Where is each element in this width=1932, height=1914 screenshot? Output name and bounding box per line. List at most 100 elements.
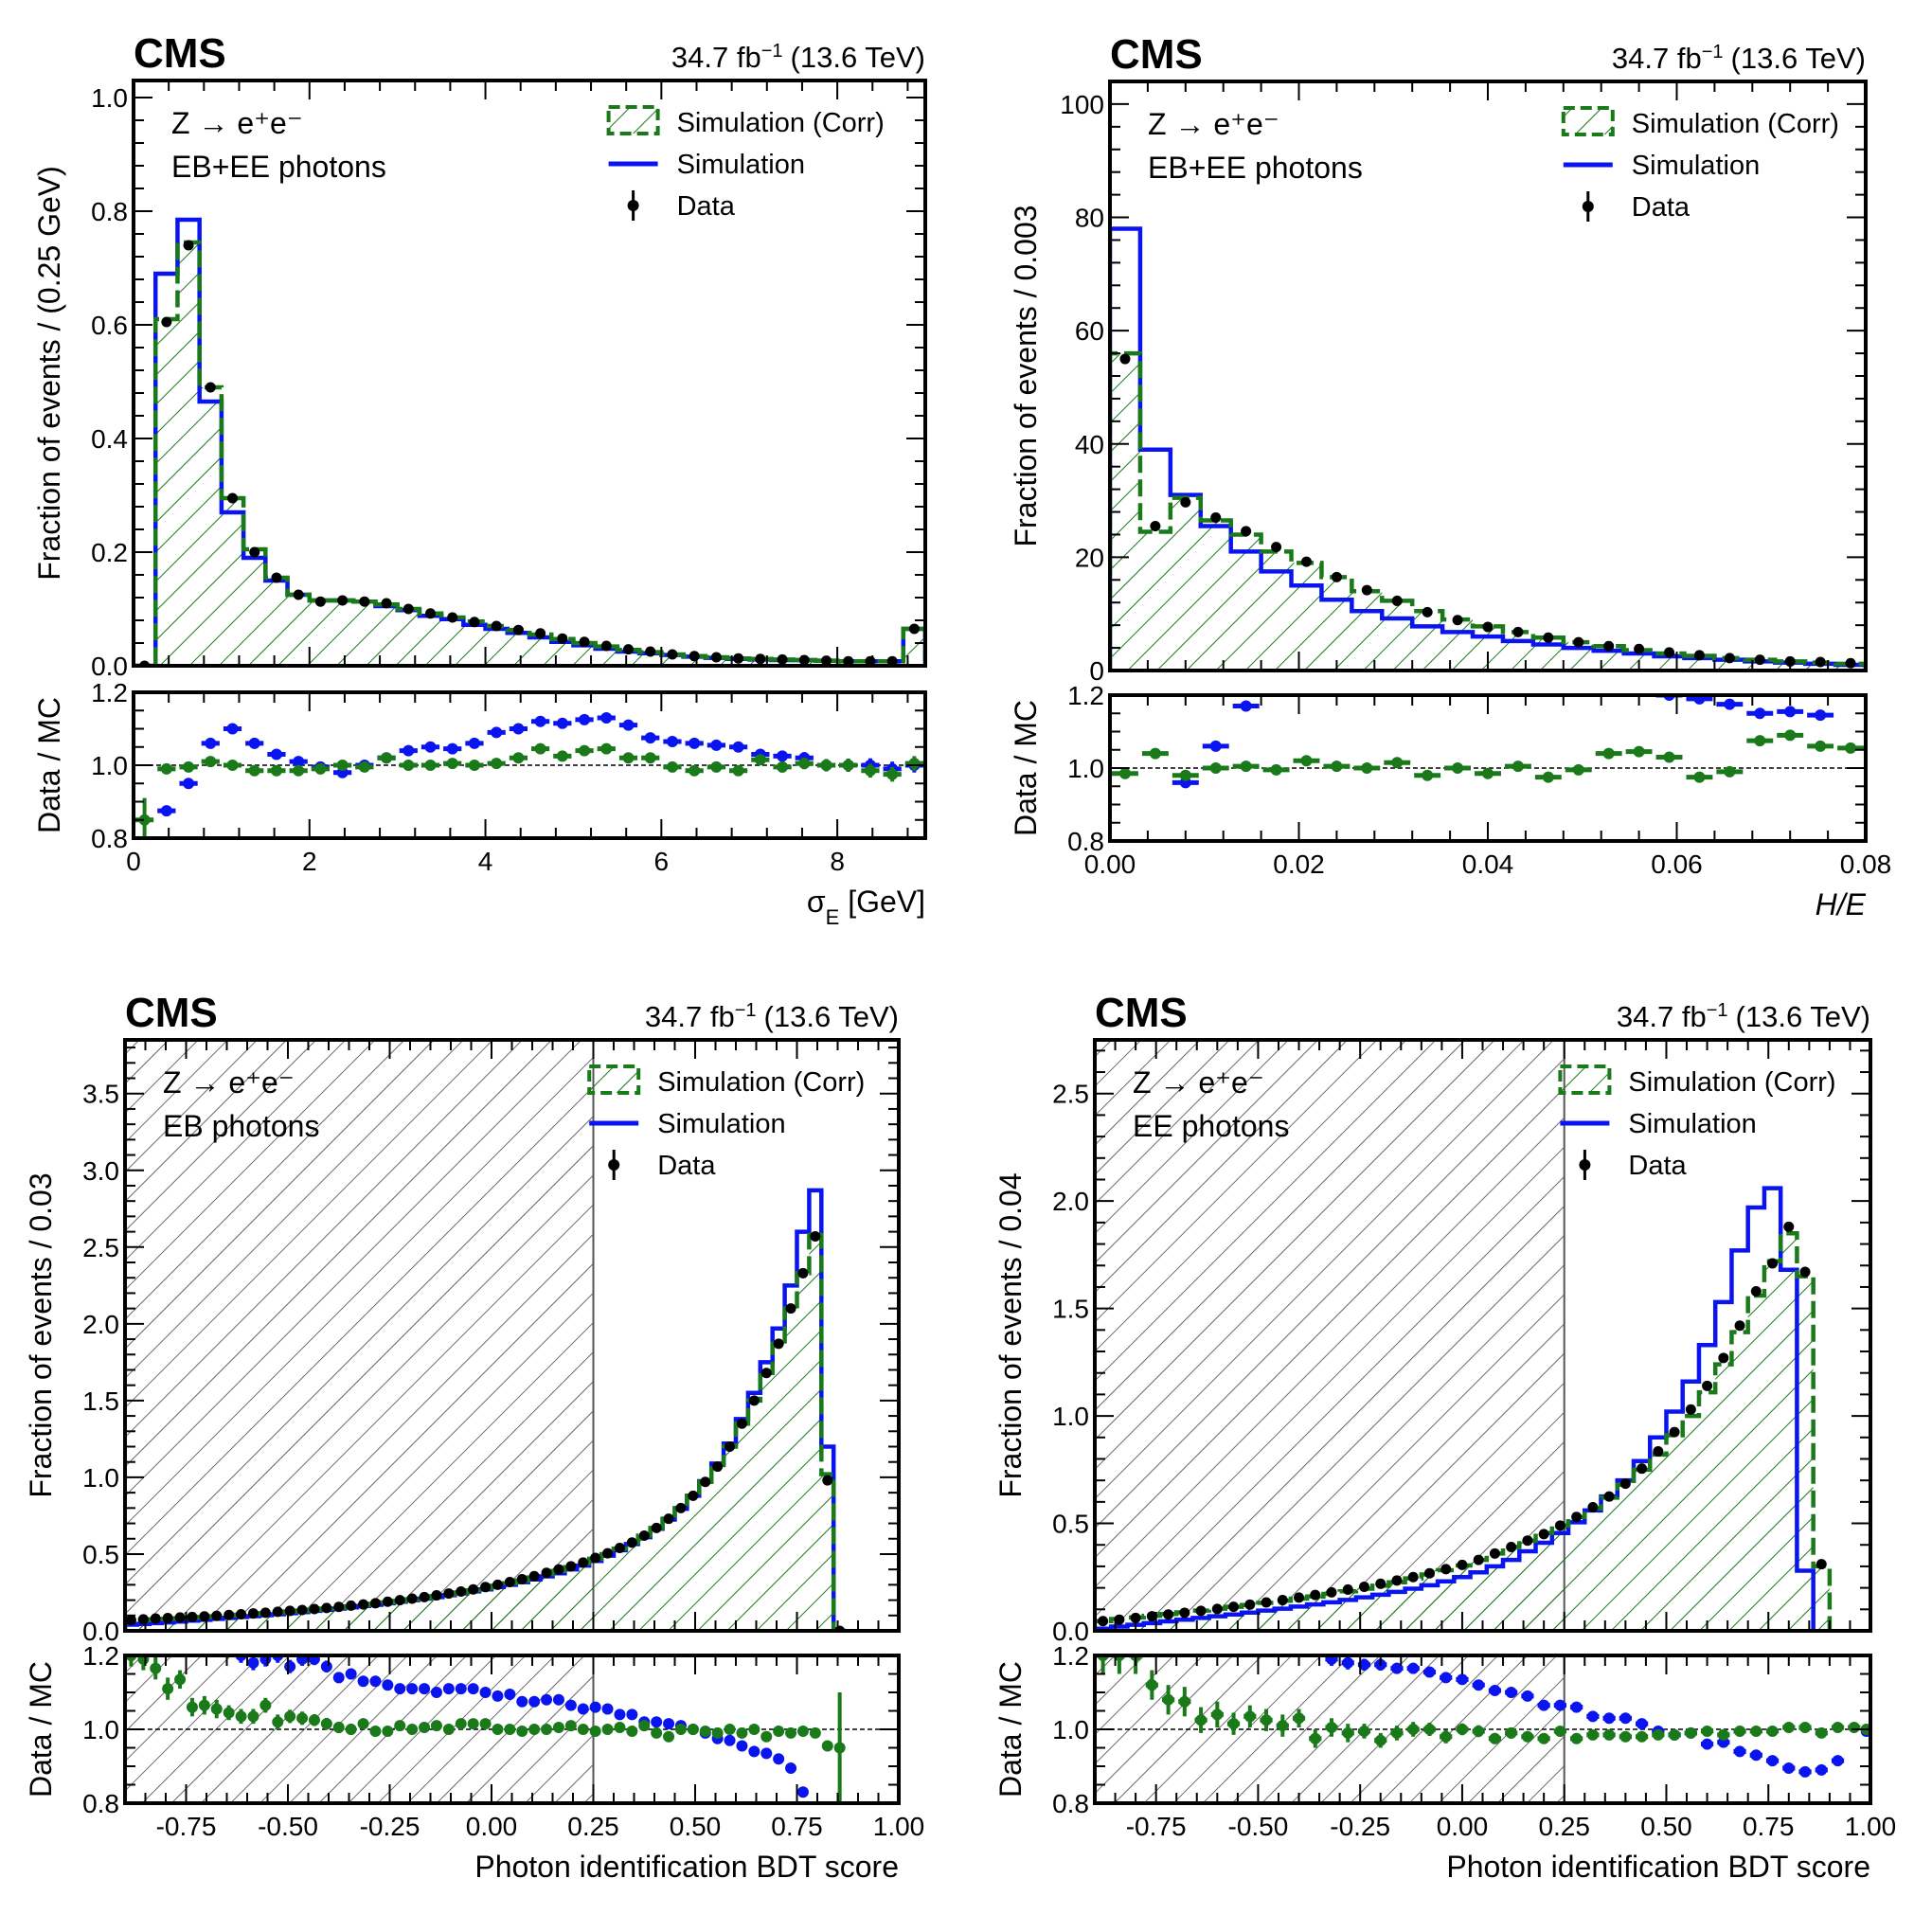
ratio-marker [382, 1679, 394, 1691]
ratio-marker [1542, 771, 1554, 783]
ratio-point-green [1262, 763, 1290, 776]
legend-label-sim: Simulation [657, 1109, 785, 1139]
ratio-marker [638, 1720, 651, 1732]
ratio-point-blue [442, 1683, 455, 1695]
sim-corr-histogram-line [134, 240, 925, 666]
ratio-point-blue [179, 778, 198, 790]
ratio-point-blue [773, 750, 792, 762]
ratio-point-green [1357, 1724, 1371, 1739]
ratio-marker [1358, 1725, 1370, 1737]
ratio-plot-area [1110, 695, 1866, 900]
data-point [785, 1303, 796, 1315]
data-point [760, 1368, 772, 1379]
ratio-point-green [1521, 1730, 1534, 1743]
data-point [1522, 1535, 1533, 1547]
ratio-point-green [1472, 1725, 1485, 1738]
ratio-point-green [760, 1730, 773, 1743]
legend: Simulation (Corr) Simulation Data [587, 1064, 865, 1181]
ratio-marker [552, 1722, 564, 1734]
data-point [1150, 520, 1161, 531]
ratio-point-green [272, 1714, 284, 1729]
cms-label: CMS [1110, 31, 1203, 78]
ratio-marker [1162, 1693, 1174, 1706]
ratio-point-blue [332, 1672, 345, 1684]
ratio-point-green [674, 1724, 687, 1735]
ratio-point-green [663, 760, 682, 773]
data-point [1816, 1559, 1827, 1570]
ratio-marker [552, 1693, 564, 1706]
data-point [1634, 643, 1645, 654]
ratio-marker [248, 764, 260, 777]
ratio-marker [272, 1716, 284, 1728]
ratio-plot-area [134, 711, 925, 838]
ratio-marker [600, 742, 613, 755]
data-point [579, 636, 590, 648]
ratio-marker [516, 1695, 528, 1708]
ratio-marker [864, 764, 876, 777]
x-tick-label: 0.25 [1538, 1812, 1590, 1841]
sim-corr-hatch-fill [1110, 353, 1866, 671]
data-point [1300, 556, 1312, 567]
ratio-marker [446, 742, 458, 755]
ratio-point-blue [1293, 1634, 1305, 1649]
ratio-marker [820, 760, 832, 771]
ratio-point-blue [1142, 888, 1169, 900]
ratio-marker [357, 1675, 369, 1688]
ratio-point-green [1619, 1730, 1632, 1743]
ratio-point-blue [1202, 740, 1229, 752]
ratio-point-green [651, 1726, 663, 1739]
ratio-marker [419, 1722, 431, 1734]
data-point [535, 628, 546, 639]
ratio-marker [1693, 771, 1706, 783]
ratio-marker [1538, 1699, 1550, 1711]
legend-label-sim: Simulation [1632, 151, 1760, 181]
ratio-marker [1766, 1725, 1779, 1737]
ratio-point-green [796, 1725, 809, 1737]
ratio-marker [1799, 1722, 1812, 1734]
ratio-marker [430, 1687, 442, 1698]
x-tick-label: 0.06 [1651, 850, 1703, 879]
y-tick-label: 2.0 [82, 1310, 119, 1339]
data-point [590, 1552, 601, 1564]
ratio-marker [748, 1745, 760, 1758]
ratio-point-green [1807, 740, 1834, 752]
legend-swatch-data [627, 200, 639, 211]
data-point [1538, 1529, 1549, 1540]
data-point [1163, 1609, 1174, 1620]
data-point [638, 1530, 650, 1542]
data-point [541, 1567, 552, 1579]
ratio-point-green [1504, 760, 1531, 773]
ratio-point-green [1293, 755, 1320, 767]
lumi-label: 34.7 fb−1 (13.6 TeV) [1617, 1000, 1870, 1033]
x-axis-title-main: Photon identification BDT score [474, 1850, 899, 1884]
ratio-marker [1423, 1724, 1436, 1735]
ratio-marker [886, 768, 899, 780]
ratio-point-green [1505, 1726, 1518, 1739]
data-point [843, 655, 854, 666]
ratio-marker [1782, 1722, 1795, 1734]
ratio-point-green [357, 1718, 369, 1730]
ratio-point-blue [345, 1668, 357, 1680]
data-point [1512, 626, 1524, 637]
data-point [247, 1608, 259, 1619]
main-frame [132, 79, 927, 668]
ratio-marker [1473, 1679, 1485, 1691]
ratio-marker [1342, 1726, 1354, 1739]
ratio-point-green [711, 1726, 724, 1739]
ratio-marker [1701, 1725, 1713, 1737]
ratio-marker [614, 1708, 626, 1721]
data-point [394, 1595, 405, 1606]
data-point [314, 596, 326, 607]
data-point [224, 1609, 235, 1620]
ratio-marker [248, 737, 260, 749]
y-tick-label: 0.4 [91, 424, 128, 454]
data-point [512, 624, 524, 635]
ratio-point-blue [1586, 1710, 1600, 1723]
sim-histogram-line [1095, 1186, 1816, 1631]
ratio-marker [419, 1683, 431, 1695]
panel-sigmaE: 0.0 0.2 0.4 0.6 0.8 1.0 0 2 4 6 8 0.8 1.0 1.2 Fraction… [32, 30, 927, 929]
x-tick-label: 0 [126, 847, 141, 876]
ratio-point-blue [479, 1687, 492, 1698]
ratio-point-blue [564, 1699, 577, 1711]
ratio-marker [308, 1655, 320, 1665]
